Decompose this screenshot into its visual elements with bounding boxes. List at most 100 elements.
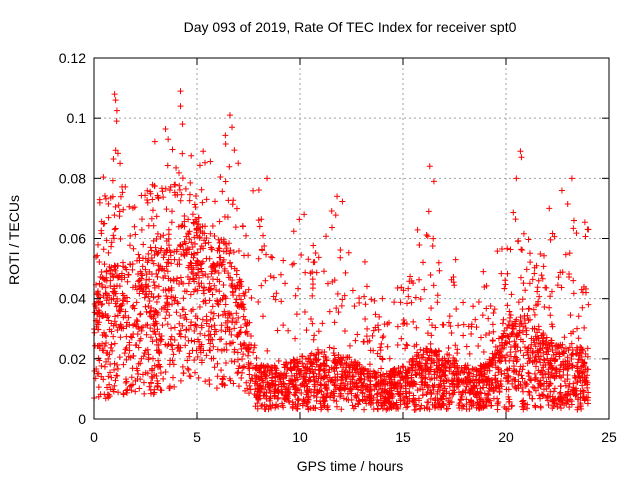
data-point <box>521 312 528 319</box>
data-point <box>433 353 440 360</box>
data-point <box>492 351 499 358</box>
data-point <box>428 360 435 367</box>
data-point <box>125 271 132 278</box>
data-point <box>168 293 175 300</box>
data-point <box>479 364 486 371</box>
data-point <box>523 327 530 334</box>
data-point <box>556 353 563 360</box>
data-point <box>342 372 349 379</box>
data-point <box>164 268 171 275</box>
data-point <box>375 386 382 393</box>
data-point <box>219 258 226 265</box>
data-point <box>292 335 299 342</box>
data-point <box>447 323 454 330</box>
data-point <box>122 379 129 386</box>
data-point <box>359 397 366 404</box>
data-point <box>153 213 160 220</box>
data-point <box>441 385 448 392</box>
data-point <box>171 383 178 390</box>
data-point <box>146 383 153 390</box>
data-point <box>474 399 481 406</box>
data-point <box>312 405 319 412</box>
data-point <box>105 317 112 324</box>
y-tick-label: 0.06 <box>59 231 86 247</box>
data-point <box>148 271 155 278</box>
x-tick-label: 25 <box>601 429 617 445</box>
data-point <box>231 349 238 356</box>
data-point <box>402 345 409 352</box>
data-point <box>209 246 216 253</box>
data-point <box>91 367 98 374</box>
data-point <box>366 394 373 401</box>
data-point <box>121 350 128 357</box>
data-point <box>509 402 516 409</box>
data-point <box>180 370 187 377</box>
data-point <box>386 395 393 402</box>
data-point <box>237 329 244 336</box>
data-point <box>149 196 156 203</box>
data-point <box>310 281 317 288</box>
data-point <box>114 312 121 319</box>
data-point <box>364 338 371 345</box>
data-point <box>519 328 526 335</box>
data-point <box>123 323 130 330</box>
data-point <box>291 364 298 371</box>
data-point <box>110 295 117 302</box>
data-point <box>200 284 207 291</box>
data-point <box>391 299 398 306</box>
data-point <box>151 138 158 145</box>
data-point <box>102 290 109 297</box>
data-point <box>539 275 546 282</box>
data-point <box>191 201 198 208</box>
data-point <box>111 285 118 292</box>
data-point <box>361 293 368 300</box>
data-point <box>231 265 238 272</box>
data-point <box>222 132 229 139</box>
data-point <box>364 325 371 332</box>
data-point <box>381 388 388 395</box>
data-point <box>215 312 222 319</box>
data-point <box>544 351 551 358</box>
data-point <box>148 290 155 297</box>
data-point <box>562 382 569 389</box>
data-point <box>545 368 552 375</box>
data-point <box>268 405 275 412</box>
data-point <box>407 273 414 280</box>
data-point <box>264 175 271 182</box>
data-point <box>540 374 547 381</box>
data-point <box>184 357 191 364</box>
data-point <box>277 271 284 278</box>
data-point <box>234 333 241 340</box>
data-point <box>423 348 430 355</box>
data-point <box>575 396 582 403</box>
data-point <box>444 405 451 412</box>
data-point <box>129 266 136 273</box>
data-point <box>162 185 169 192</box>
data-point <box>113 107 120 114</box>
data-point <box>254 400 261 407</box>
data-point <box>446 352 453 359</box>
data-point <box>141 390 148 397</box>
data-point <box>542 284 549 291</box>
data-point <box>142 303 149 310</box>
data-point <box>532 363 539 370</box>
data-point <box>202 297 209 304</box>
data-point <box>103 358 110 365</box>
data-point <box>338 302 345 309</box>
data-point <box>445 319 452 326</box>
data-point <box>105 300 112 307</box>
data-point <box>136 337 143 344</box>
data-point <box>195 374 202 381</box>
data-point <box>309 268 316 275</box>
data-point <box>148 367 155 374</box>
data-point <box>520 406 527 413</box>
data-point <box>204 273 211 280</box>
data-point <box>520 363 527 370</box>
data-point <box>529 276 536 283</box>
data-point <box>547 374 554 381</box>
data-point <box>352 403 359 410</box>
data-point <box>155 357 162 364</box>
data-point <box>99 340 106 347</box>
data-point <box>533 358 540 365</box>
data-point <box>149 257 156 264</box>
